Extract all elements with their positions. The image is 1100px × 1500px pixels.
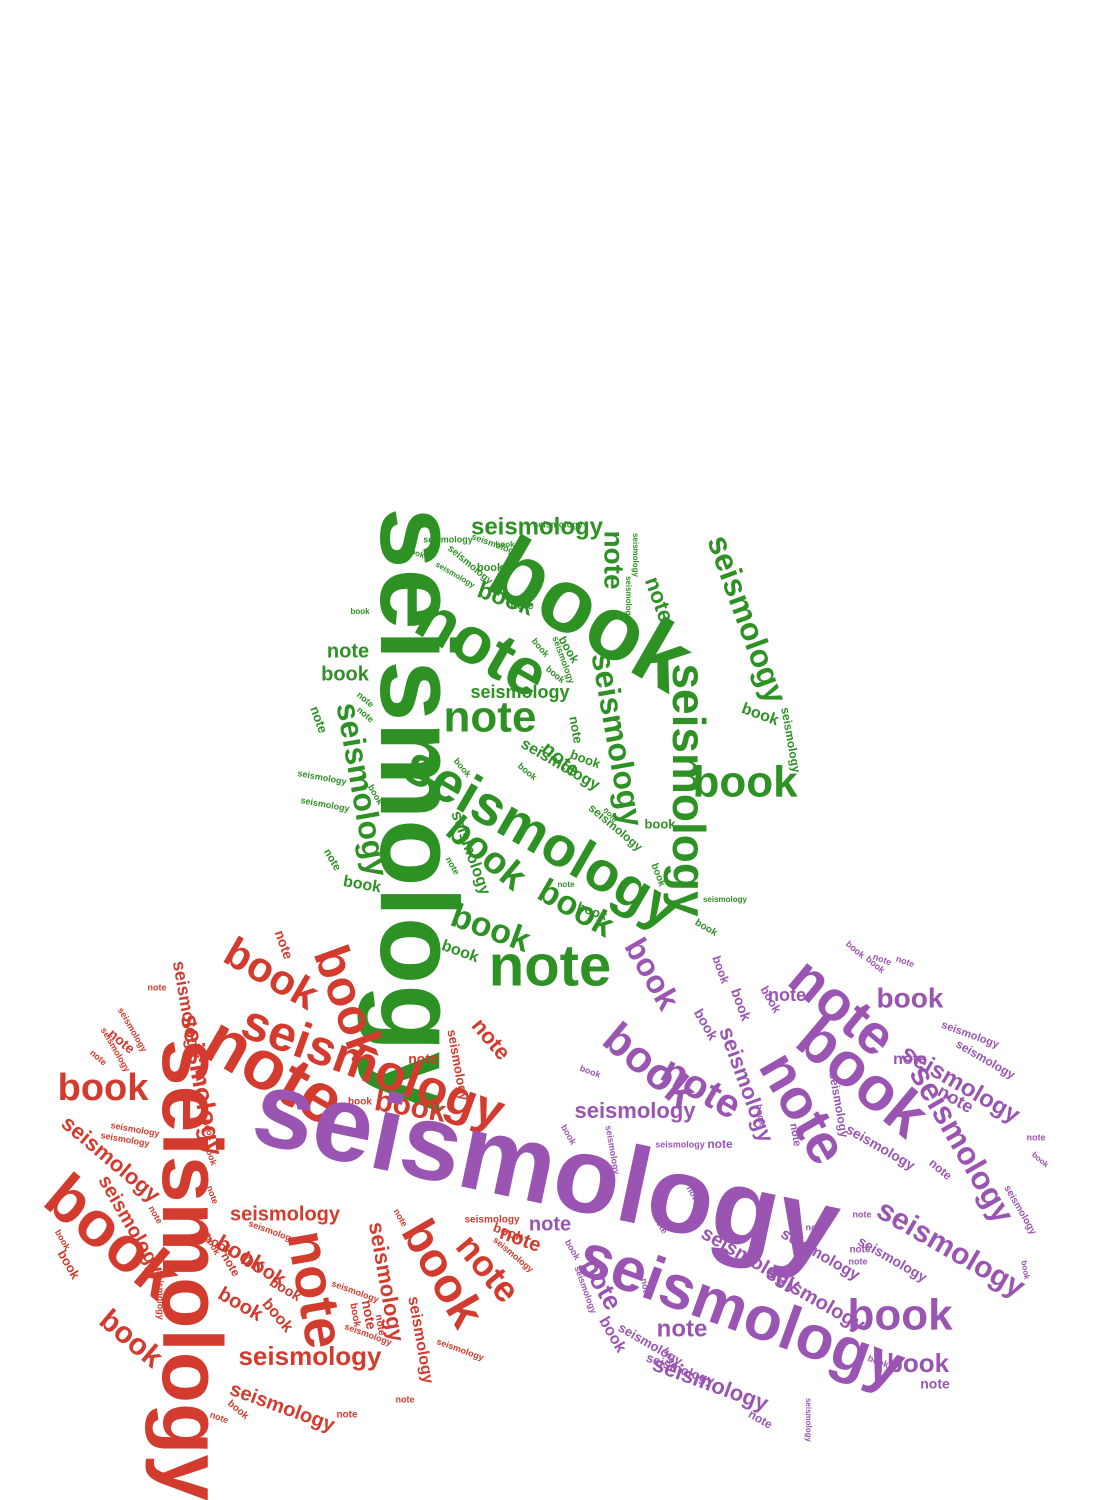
word-seismology-green: seismology [471, 513, 604, 540]
word-book-purple: book [1019, 1260, 1031, 1281]
word-note-red: note [373, 1314, 388, 1337]
word-note-purple: note [849, 1256, 868, 1266]
word-note-green: note [558, 880, 575, 889]
word-book-green: book [342, 873, 383, 896]
word-seismology-green: seismology [624, 576, 633, 621]
word-note-purple: note [657, 1315, 708, 1342]
word-book-green: book [516, 761, 540, 783]
word-note-green: note [510, 600, 533, 612]
word-seismology-green: seismology [300, 795, 351, 813]
word-seismology-purple: seismology [804, 1398, 813, 1443]
word-book-red: book [348, 1097, 372, 1108]
word-seismology-green: seismology [470, 682, 569, 702]
word-book-green: book [477, 562, 504, 574]
word-note-red: note [359, 1299, 380, 1331]
word-seismology-red: seismology [404, 1295, 436, 1385]
word-book-purple: book [578, 1063, 603, 1080]
word-seismology-green: seismology [631, 533, 640, 578]
word-book-purple: book [887, 1348, 950, 1378]
word-book-purple: book [709, 954, 732, 986]
word-note-purple: note [746, 1407, 775, 1432]
word-note-green: note [307, 704, 330, 735]
word-note-red: note [391, 1207, 409, 1228]
word-book-purple: book [844, 939, 868, 961]
word-seismology-red: seismology [145, 1039, 239, 1500]
word-book-purple: book [728, 986, 755, 1023]
word-book-red: book [347, 1302, 362, 1328]
word-note-red: note [148, 982, 167, 992]
word-seismology-red: seismology [238, 1341, 382, 1371]
word-book-green: book [644, 816, 676, 831]
word-seismology-green: seismology [423, 534, 473, 544]
word-book-green: book [350, 607, 370, 616]
word-note-purple: note [926, 1156, 955, 1183]
word-note-purple: note [1027, 1132, 1046, 1142]
word-note-purple: note [787, 1123, 803, 1148]
word-note-green: note [489, 933, 611, 998]
word-note-purple: note [707, 1137, 733, 1151]
word-book-green: book [692, 758, 798, 807]
word-seismology-red: seismology [156, 1270, 166, 1320]
word-seismology-purple: seismology [574, 1098, 696, 1123]
word-note-purple: note [893, 1051, 927, 1068]
word-book-green: book [321, 663, 370, 685]
word-note-purple: note [920, 1376, 950, 1392]
word-seismology-green: seismology [703, 895, 748, 904]
word-seismology-purple: seismology [655, 1139, 705, 1149]
word-note-red: note [396, 1394, 415, 1404]
word-note-green: note [444, 693, 537, 742]
word-book-purple: book [691, 1006, 722, 1043]
word-book-purple: book [847, 1291, 953, 1340]
word-note-green: note [321, 847, 343, 873]
word-note-purple: note [895, 953, 916, 969]
word-note-red: note [88, 1048, 109, 1068]
word-seismology-green: seismology [297, 768, 348, 786]
word-book-purple: book [754, 1103, 768, 1127]
word-seismology-green: seismology [663, 663, 715, 917]
word-book-purple: book [877, 982, 944, 1013]
word-seismology-red: seismology [435, 1336, 485, 1362]
word-note-purple: note [639, 1278, 652, 1298]
word-book-red: book [58, 1067, 150, 1109]
word-note-purple: note [529, 1213, 571, 1235]
word-seismology-red: seismology [230, 1203, 341, 1225]
word-seismology-green: seismology [533, 519, 583, 529]
word-book-green: book [693, 917, 720, 939]
word-seismology-green: seismology [357, 507, 480, 1112]
word-note-red: note [408, 1051, 438, 1067]
word-note-green: note [327, 640, 369, 662]
word-note-purple: note [806, 1222, 825, 1232]
word-book-purple: book [618, 932, 687, 1016]
word-note-purple: note [853, 1209, 872, 1219]
word-note-red: note [336, 1410, 358, 1421]
word-note-purple: note [768, 985, 806, 1005]
word-note-purple: note [849, 1245, 871, 1256]
word-book-green: book [495, 540, 515, 549]
word-note-green: note [566, 715, 586, 745]
word-note-green: note [599, 530, 630, 589]
word-seismology-red: seismology [464, 1215, 519, 1226]
word-book-purple: book [1030, 1150, 1051, 1170]
